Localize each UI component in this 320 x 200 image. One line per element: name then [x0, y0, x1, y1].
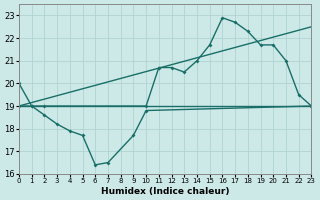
X-axis label: Humidex (Indice chaleur): Humidex (Indice chaleur)	[101, 187, 229, 196]
